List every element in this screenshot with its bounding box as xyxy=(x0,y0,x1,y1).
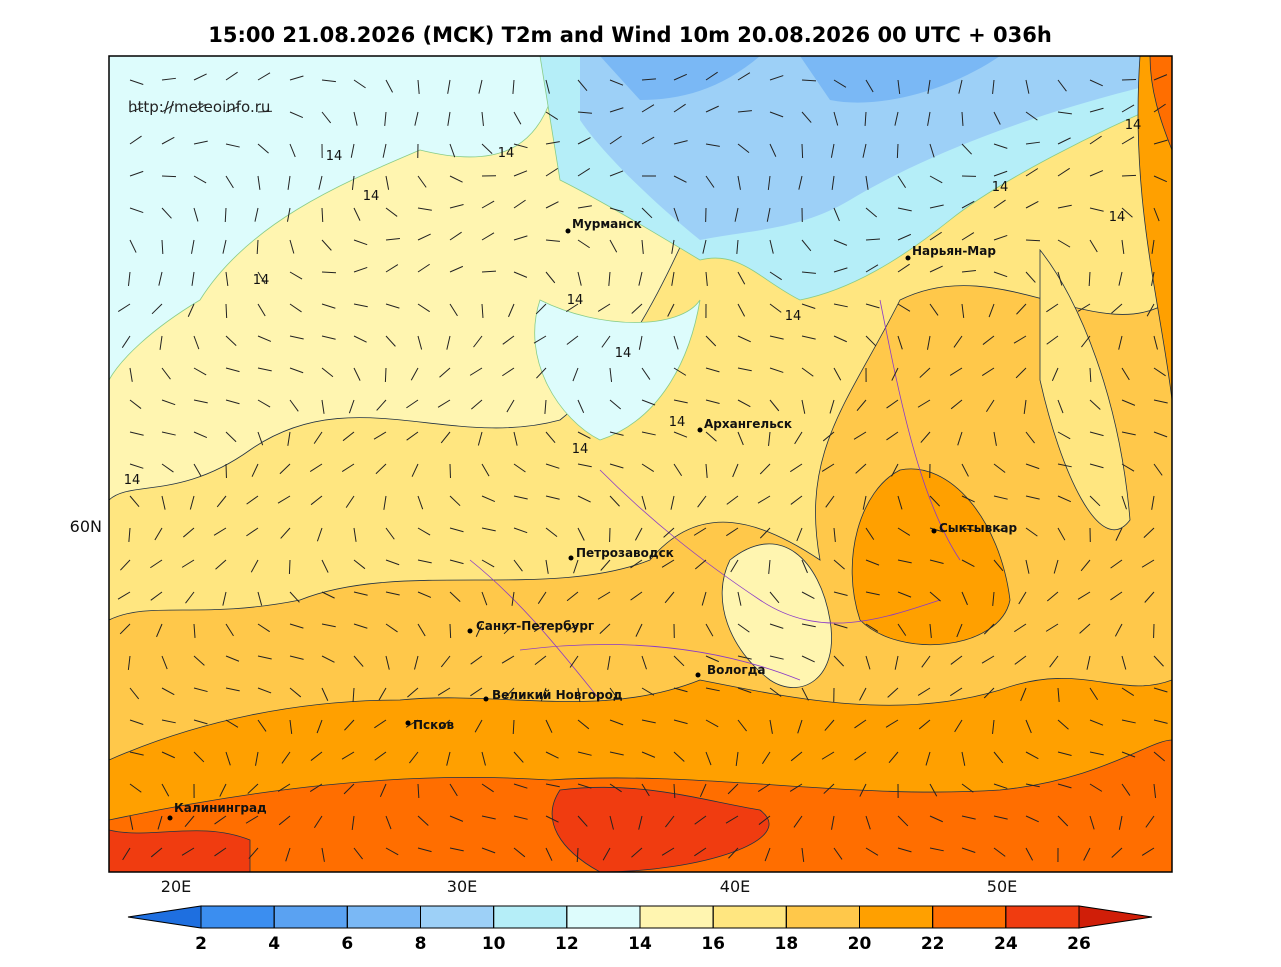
colorbar-segment xyxy=(421,906,494,928)
wind-barb xyxy=(1122,175,1136,176)
colorbar-tick-label: 6 xyxy=(341,934,353,954)
map xyxy=(109,56,1172,872)
contour-label: 14 xyxy=(992,180,1009,195)
contour-label: 14 xyxy=(572,442,589,457)
contour-label: 14 xyxy=(1125,118,1142,133)
wind-barb xyxy=(385,368,386,382)
colorbar-segment xyxy=(274,906,347,928)
wind-barb xyxy=(897,144,898,158)
title: 15:00 21.08.2026 (MCK) T2m and Wind 10m … xyxy=(208,23,1052,47)
colorbar-tick-label: 14 xyxy=(628,934,652,954)
colorbar-over xyxy=(1079,906,1152,928)
colorbar-under xyxy=(128,906,201,928)
colorbar-segment xyxy=(567,906,640,928)
colorbar-segment xyxy=(640,906,713,928)
city-dot xyxy=(569,556,574,561)
city-dot xyxy=(484,697,489,702)
colorbar-tick-label: 12 xyxy=(555,934,579,954)
colorbar-segment xyxy=(201,906,274,928)
colorbar-tick-label: 4 xyxy=(268,934,280,954)
x-axis-label: 30E xyxy=(447,877,477,896)
colorbar-tick-label: 22 xyxy=(921,934,945,954)
colorbar-tick-label: 26 xyxy=(1067,934,1091,954)
city-label: Калининград xyxy=(174,801,267,815)
x-axis-label: 20E xyxy=(161,877,191,896)
city-label: Великий Новгород xyxy=(492,688,623,702)
contour-label: 14 xyxy=(567,293,584,308)
contour-label: 14 xyxy=(253,273,270,288)
colorbar-tick-label: 24 xyxy=(994,934,1018,954)
wind-barb xyxy=(289,560,290,574)
contour-label: 14 xyxy=(615,346,632,361)
colorbar-tick-label: 20 xyxy=(848,934,872,954)
city-label: Петрозаводск xyxy=(576,546,674,560)
city-dot xyxy=(932,529,937,534)
contour-label: 14 xyxy=(363,189,380,204)
x-axis-label: 40E xyxy=(720,877,750,896)
city-dot xyxy=(696,673,701,678)
y-axis-label: 60N xyxy=(70,517,102,536)
city-dot xyxy=(906,256,911,261)
city-dot xyxy=(566,229,571,234)
city-label: Псков xyxy=(413,718,455,732)
colorbar-segment xyxy=(1006,906,1079,928)
contour-label: 14 xyxy=(498,146,515,161)
contour-label: 14 xyxy=(326,149,343,164)
colorbar-segment xyxy=(860,906,933,928)
city-label: Мурманск xyxy=(572,217,642,231)
city-label: Архангельск xyxy=(704,417,792,431)
contour-label: 14 xyxy=(124,473,141,488)
contour-label: 14 xyxy=(1109,210,1126,225)
city-dot xyxy=(698,428,703,433)
wind-barb xyxy=(450,624,451,638)
city-dot xyxy=(168,816,173,821)
wind-barb xyxy=(162,176,176,177)
colorbar-tick-label: 16 xyxy=(701,934,725,954)
city-label: Санкт-Петербург xyxy=(476,619,594,633)
colorbar-segment xyxy=(786,906,859,928)
colorbar-tick-label: 10 xyxy=(482,934,506,954)
colorbar-segment xyxy=(933,906,1006,928)
colorbar-tick-label: 8 xyxy=(415,934,427,954)
source-url: http://meteoinfo.ru xyxy=(128,98,270,116)
city-label: Сыктывкар xyxy=(939,521,1017,535)
colorbar-tick-label: 18 xyxy=(774,934,798,954)
contour-label: 14 xyxy=(785,309,802,324)
colorbar-segment xyxy=(713,906,786,928)
wind-barb xyxy=(802,144,803,158)
colorbar-segment xyxy=(494,906,567,928)
city-dot xyxy=(468,629,473,634)
city-label: Вологда xyxy=(707,663,765,677)
city-label: Нарьян-Мар xyxy=(912,244,996,258)
city-dot xyxy=(406,721,411,726)
contour-label: 14 xyxy=(669,415,686,430)
colorbar-segment xyxy=(347,906,420,928)
colorbar-tick-label: 2 xyxy=(195,934,207,954)
x-axis-label: 50E xyxy=(987,877,1017,896)
wind-barb xyxy=(226,304,227,318)
